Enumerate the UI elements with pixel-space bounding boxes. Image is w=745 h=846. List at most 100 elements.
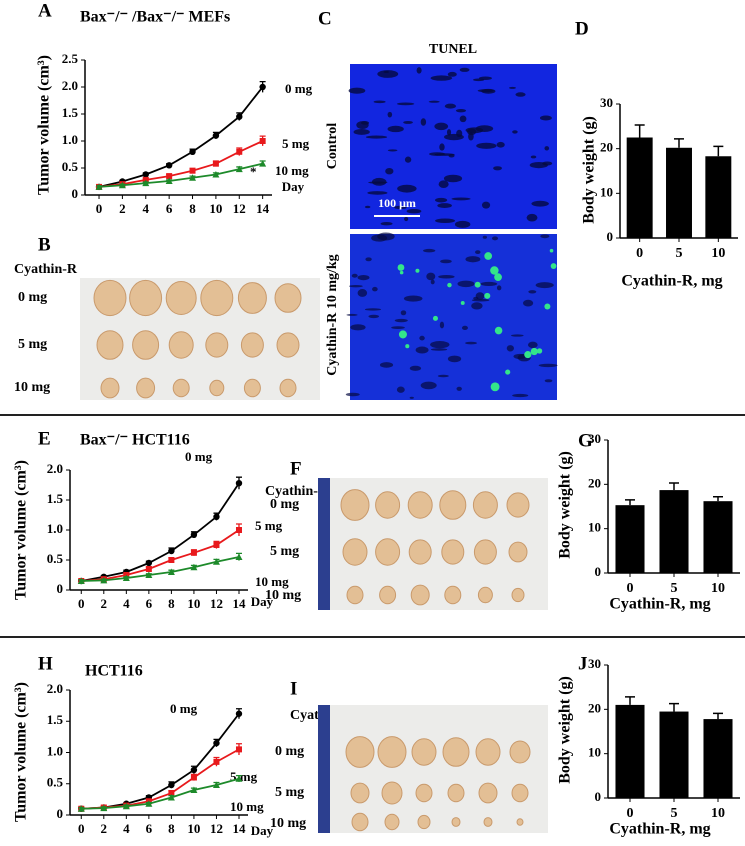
dark-streak: [456, 386, 462, 391]
dark-streak: [471, 302, 483, 310]
dark-streak: [406, 209, 422, 214]
dark-streak: [491, 236, 499, 241]
tumor: [165, 281, 197, 315]
dark-streak: [475, 292, 485, 300]
x-tick-label: 5: [671, 806, 678, 821]
marker: [212, 132, 220, 139]
series-line: [98, 162, 263, 188]
tumor: [375, 491, 401, 519]
panel-letter: B: [38, 234, 51, 255]
marker: [235, 165, 243, 173]
tumor: [506, 492, 530, 518]
dark-streak: [420, 381, 437, 390]
dark-streak: [454, 220, 471, 228]
dark-streak: [365, 135, 388, 139]
apoptotic-cell: [505, 369, 511, 375]
tumor: [377, 736, 407, 768]
panel-letter: H: [38, 653, 53, 674]
error-bar: [713, 145, 724, 157]
dark-streak: [496, 141, 505, 148]
y-tick-label: 0: [57, 581, 64, 596]
tumor: [508, 541, 528, 563]
marker: [189, 167, 196, 174]
marker: [166, 173, 173, 180]
apoptotic-cell: [484, 292, 491, 299]
tumor: [381, 781, 403, 805]
y-tick-label: 1.5: [62, 105, 79, 120]
marker: [167, 794, 175, 801]
tumor: [472, 491, 498, 519]
series-line: [81, 556, 240, 582]
x-tick-label: 0: [78, 821, 85, 836]
row-label: 10 mg: [265, 588, 301, 603]
dark-streak: [538, 363, 558, 368]
apoptotic-cell: [490, 266, 499, 275]
apoptotic-cell: [397, 264, 405, 271]
dark-streak: [461, 325, 468, 331]
dark-streak: [437, 203, 452, 208]
dark-streak: [515, 92, 526, 97]
row-label: Control: [325, 123, 340, 170]
tumor: [407, 491, 433, 519]
tumor: [511, 587, 525, 603]
marker: [212, 781, 220, 788]
dark-streak: [404, 216, 409, 222]
tumor: [444, 585, 462, 605]
apoptotic-cell: [530, 347, 538, 356]
tumor: [237, 282, 267, 314]
x-tick-label: 10: [209, 201, 222, 216]
bar: [666, 147, 692, 238]
bar: [615, 505, 645, 573]
panel-letter: C: [318, 8, 332, 29]
dark-streak: [350, 324, 366, 331]
x-tick-label: 14: [232, 821, 246, 836]
tumor: [209, 379, 225, 397]
dark-streak: [451, 197, 471, 201]
tumor: [100, 377, 120, 399]
marker: [145, 566, 152, 572]
y-tick-label: 0: [72, 186, 79, 201]
x-tick-label: 0: [627, 581, 634, 596]
dark-streak: [365, 257, 372, 262]
series-line: [81, 482, 240, 582]
dark-streak: [523, 299, 534, 307]
marker: [142, 179, 150, 187]
y-tick-label: 10: [588, 520, 601, 535]
tumor: [408, 539, 432, 565]
dark-streak: [383, 70, 389, 74]
marker: [145, 559, 153, 567]
tumor: [340, 489, 370, 521]
dark-streak: [535, 282, 554, 289]
tumor: [375, 538, 401, 566]
dark-streak: [357, 275, 370, 281]
dark-streak: [457, 280, 475, 288]
panel-letter: D: [575, 18, 589, 39]
tumor: [346, 585, 364, 605]
panel-letter: G: [578, 430, 593, 451]
apoptotic-cell: [447, 282, 452, 288]
tumor: [516, 818, 524, 826]
dark-streak: [351, 273, 358, 278]
panel-letter: I: [290, 678, 297, 699]
dark-streak: [526, 213, 538, 222]
bar: [659, 490, 689, 573]
x-tick-label: 4: [123, 821, 130, 836]
dark-streak: [439, 321, 445, 329]
dark-streak: [435, 197, 448, 203]
tumor: [511, 783, 529, 803]
tumor: [379, 585, 397, 605]
x-tick-label: 14: [232, 596, 246, 611]
tumor: [342, 538, 368, 566]
chart-title: Bax⁻/⁻ /Bax⁻/⁻ MEFs: [80, 9, 230, 26]
x-tick-label: 12: [210, 596, 223, 611]
series-line: [81, 777, 240, 810]
series-line: [98, 86, 264, 188]
y-axis-label: Body weight (g): [581, 116, 598, 224]
scale-bar-label: 100 μm: [378, 196, 416, 210]
dark-streak: [403, 120, 413, 124]
error-bar: [669, 482, 679, 491]
x-tick-label: 4: [123, 596, 130, 611]
tumor: [96, 330, 124, 360]
error-bar: [713, 495, 723, 502]
